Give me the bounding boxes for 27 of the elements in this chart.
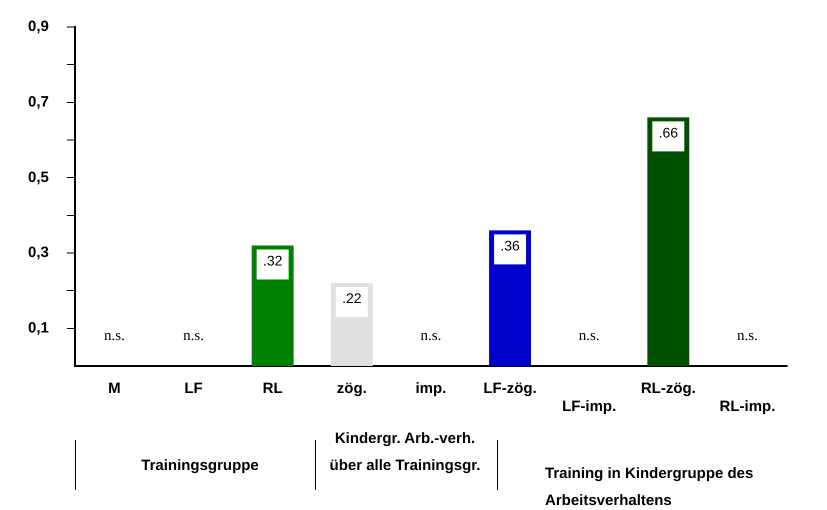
x-tick-label: RL (262, 380, 283, 398)
y-tick-label: 0,7 (28, 93, 49, 110)
y-tick-label: 0,9 (28, 18, 49, 36)
data-label: .36 (500, 237, 520, 254)
text: Kindergr. Arb.-verh. über alle Trainingsgr. (328, 429, 482, 476)
text: n.s. (104, 328, 125, 344)
text: n.s. (578, 328, 600, 344)
x-tick-label: RL-imp. (720, 398, 776, 416)
text: n.s. (183, 328, 204, 344)
data-label: .22 (342, 290, 362, 306)
x-tick-label: LF (184, 380, 203, 398)
x-tick-label: RL-zög. (640, 380, 696, 398)
data-label: .32 (262, 252, 283, 268)
y-tick-label: 0,3 (28, 244, 49, 262)
y-tick-label: 0,1 (28, 319, 49, 336)
text: Trainingsgruppe (140, 456, 260, 476)
x-tick-label: LF-imp. (562, 398, 616, 416)
x-tick-label: imp. (416, 380, 446, 398)
y-tick-label: 0,5 (28, 168, 49, 186)
text: Training in Kindergruppe des Arbeitsverhaltens (545, 464, 754, 510)
x-tick-label: LF-zög. (483, 380, 537, 398)
text: n.s. (737, 328, 758, 344)
text: n.s. (420, 328, 442, 344)
bar (647, 117, 690, 366)
x-tick-label: M (108, 380, 121, 398)
data-label: .66 (658, 124, 678, 140)
x-tick-label: zög. (336, 380, 367, 398)
